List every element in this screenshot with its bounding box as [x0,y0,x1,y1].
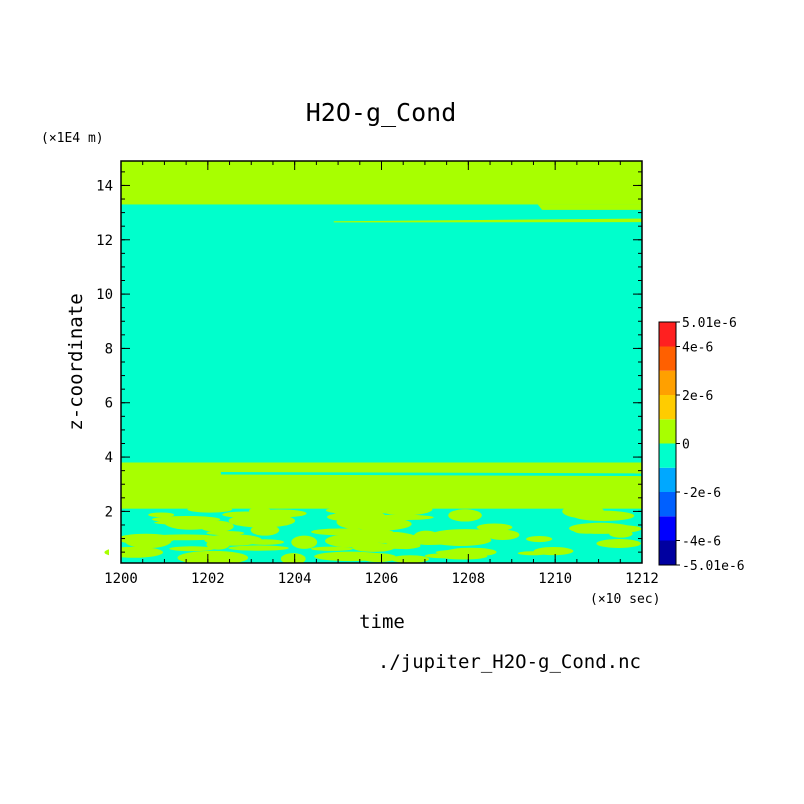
mixed-layer-blob [485,529,520,541]
colorbar-swatch [659,540,676,565]
mixed-layer-blob [526,535,553,543]
plot-area [0,160,660,575]
colorbar-swatch [659,516,676,541]
mixed-layer-blob [280,553,306,565]
y-tick-label: 4 [105,450,113,466]
mixed-layer-blob [206,539,230,550]
colorbar-swatch [659,443,676,468]
x-tick-label: 1208 [451,571,485,587]
mixed-layer-blob [377,503,433,516]
mixed-layer-blob [348,517,412,531]
mixed-layer-blob [476,523,513,532]
mixed-layer-blob [245,539,285,545]
mixed-layer-blob [324,529,393,535]
x-tick-label: 1204 [278,571,312,587]
blob-mask [0,563,123,575]
blob-mask [121,563,652,571]
colorbar-label: 2e-6 [682,389,713,404]
colorbar-swatch [659,492,676,517]
x-tick-label: 1206 [365,571,399,587]
blob-mask [642,161,660,569]
x-tick-label: 1212 [625,571,659,587]
region-negative-band [121,204,642,463]
mixed-layer-blob [148,512,175,518]
y-axis-label: z-coordinate [65,293,87,430]
mixed-layer-blob [195,556,222,561]
colorbar: 5.01e-6 4e-6 2e-6 0 -2e-6 -4e-6 -5.01e-6 [658,316,745,574]
colorbar-label: 5.01e-6 [682,316,737,331]
region-thin-streak [333,218,642,223]
region-lower-streak [220,472,642,477]
region-top-step [537,204,642,210]
y-tick-label: 14 [96,178,113,194]
colorbar-label: 4e-6 [682,340,713,355]
y-axis: 2 4 6 8 10 12 14 [96,171,642,553]
x-tick-label: 1200 [104,571,138,587]
mixed-layer-blob [250,524,280,536]
mixed-layer-blob [169,546,215,552]
mixed-layer-blob [314,551,387,562]
y-tick-label: 6 [105,396,113,412]
mixed-layer-blob [124,534,171,549]
colorbar-swatch [659,346,676,371]
x-axis: 1200 1202 1204 1206 1208 1210 1212 [104,161,659,587]
y-tick-label: 12 [96,233,113,249]
colorbar-swatch [659,419,676,444]
mixed-layer-blob [291,535,318,549]
mixed-layer-blob [435,549,493,556]
blob-mask [109,161,121,563]
colorbar-label: -5.01e-6 [682,559,745,574]
mixed-layer-blob [448,509,482,522]
mixed-layer-blob [348,531,417,543]
colorbar-swatch [659,370,676,395]
mixed-layer-blob [596,539,641,548]
x-unit-label: (×10 sec) [590,592,660,607]
mixed-layer-blob [380,542,421,550]
mixed-layer-blob [325,506,394,515]
y-unit-label: (×1E4 m) [41,131,104,146]
colorbar-swatch [659,322,676,347]
mixed-layer-blob [253,509,307,518]
y-tick-label: 8 [105,341,113,357]
chart-title: H2O-g_Cond [306,98,457,127]
mixed-layer-blob [187,506,233,513]
source-filename: ./jupiter_H2O-g_Cond.nc [378,651,641,673]
x-axis-label: time [359,611,405,633]
mixed-layer-blob [310,546,353,551]
colorbar-swatch [659,394,676,420]
mixed-layer-blob [533,546,574,556]
mixed-layer-blob [228,545,289,551]
mixed-layer-blob [602,525,642,533]
x-tick-label: 1202 [191,571,225,587]
mixed-layer-blob [164,516,218,530]
region-lower-positive [121,462,642,509]
x-tick-label: 1210 [538,571,572,587]
colorbar-swatch [659,467,676,493]
colorbar-label: -4e-6 [682,535,721,550]
colorbar-label: 0 [682,438,690,453]
y-tick-label: 10 [96,287,113,303]
y-tick-label: 2 [105,504,113,520]
mixed-layer-blob [390,555,430,563]
mixed-layer-blob [430,534,492,546]
mixed-layer-blob [562,504,604,519]
colorbar-label: -2e-6 [682,486,721,501]
